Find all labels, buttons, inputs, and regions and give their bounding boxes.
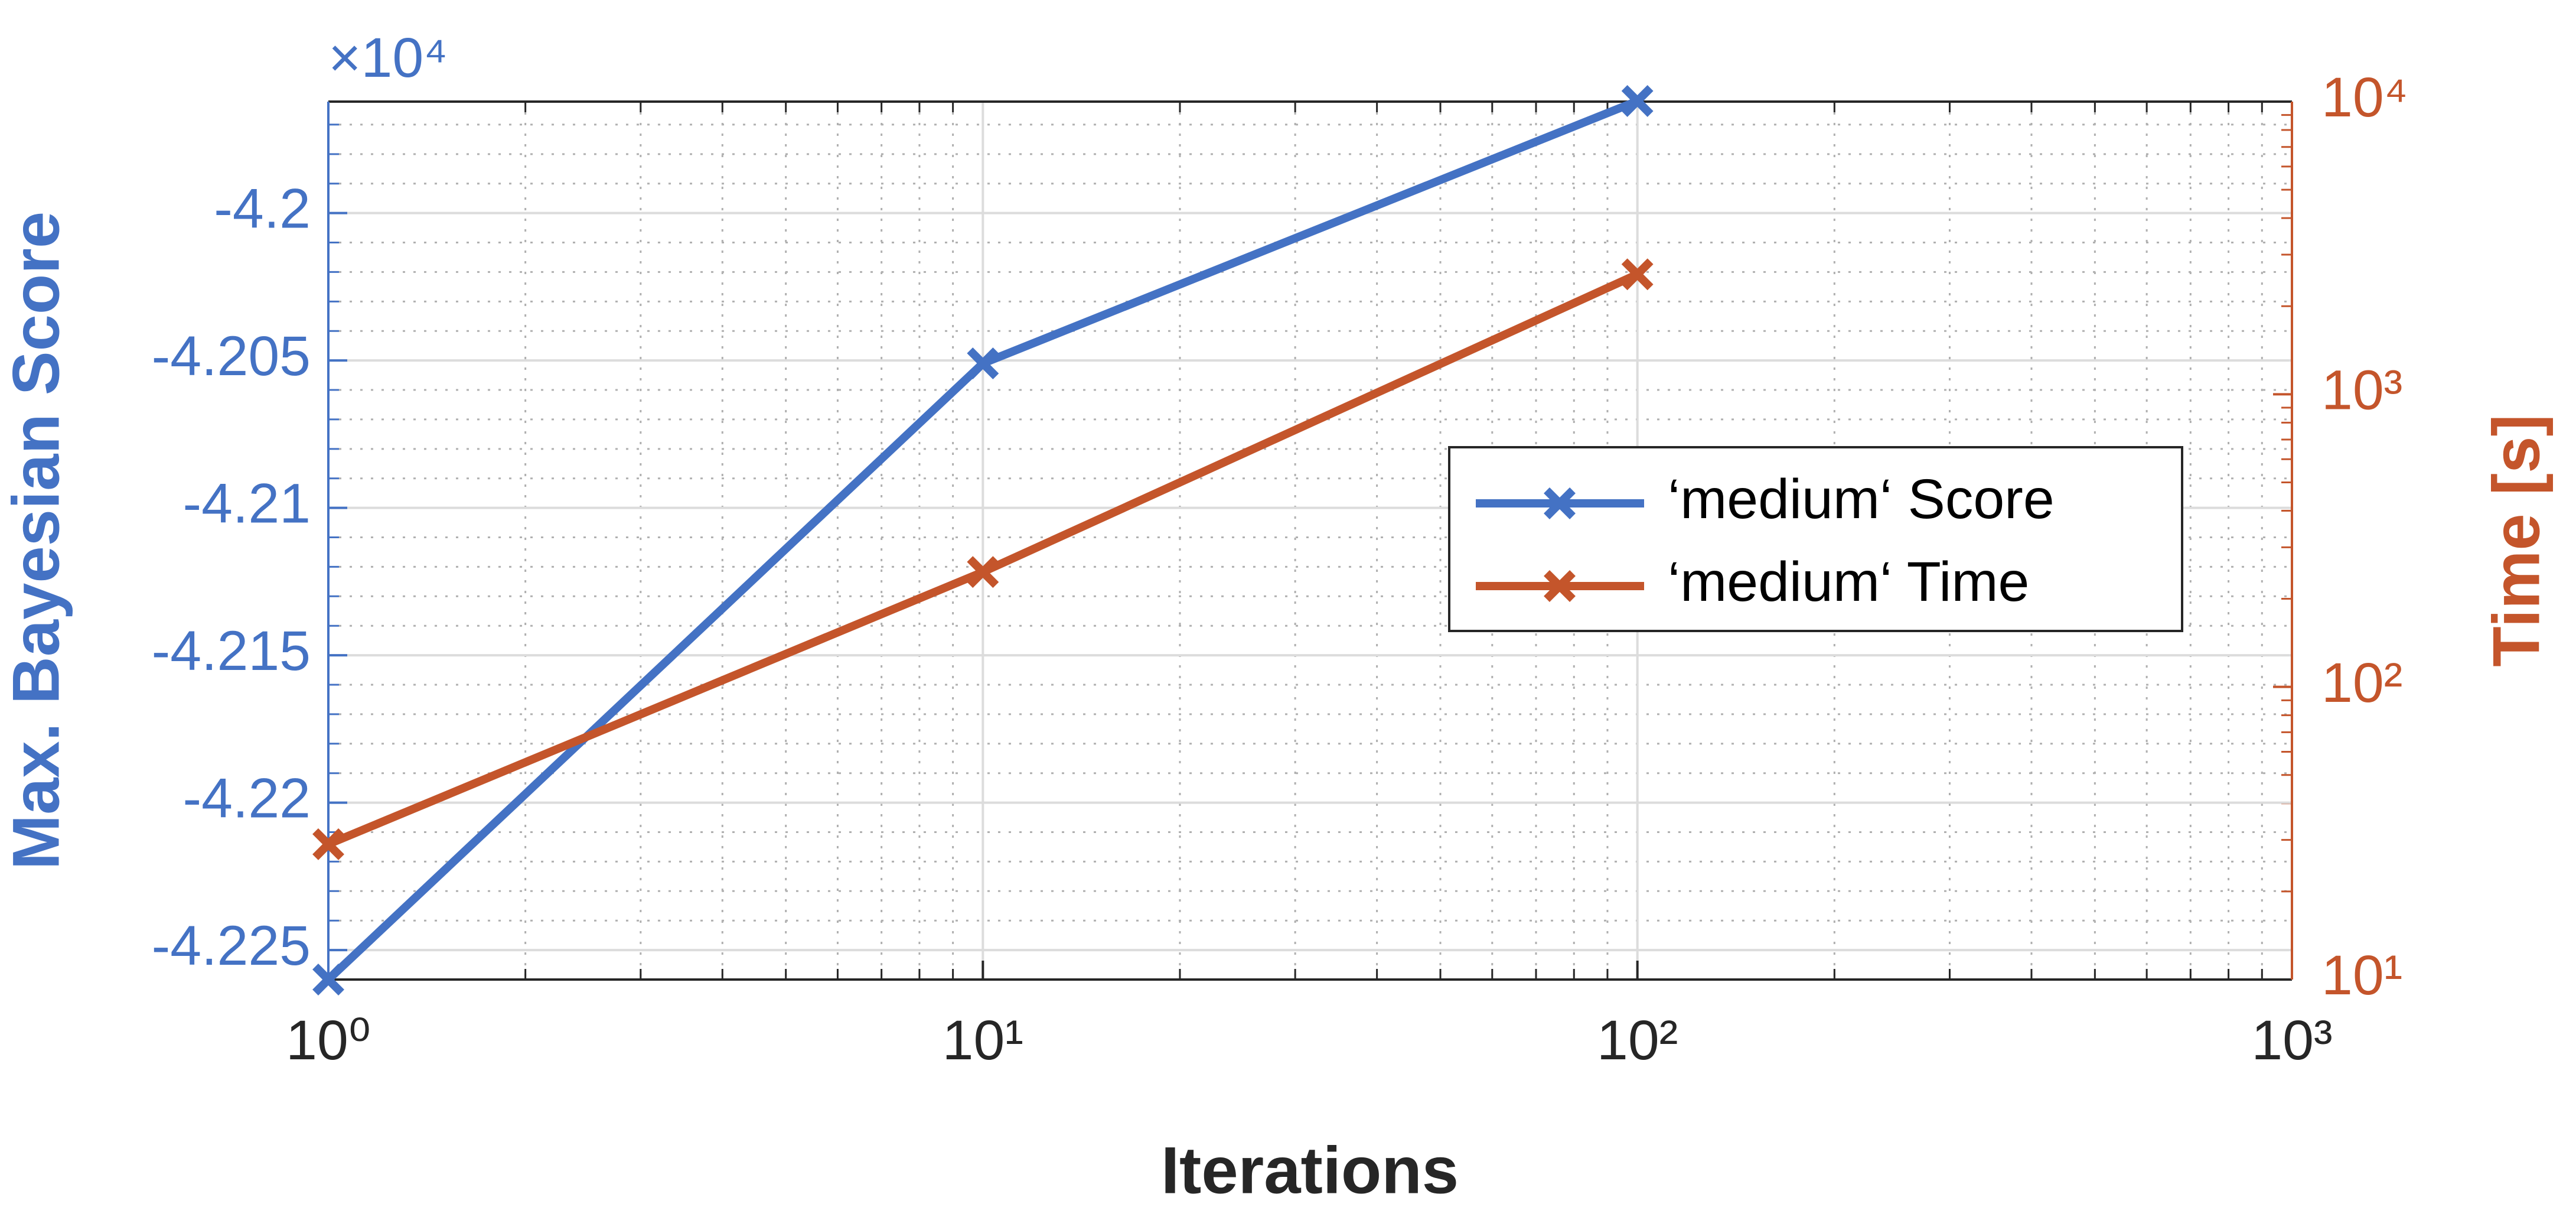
marker <box>967 347 999 380</box>
x-axis-title: Iterations <box>1161 1134 1459 1207</box>
marker <box>1621 85 1654 117</box>
y2-tick-label: 10² <box>2321 652 2402 714</box>
y2-tick-label: 10³ <box>2321 359 2402 421</box>
marker <box>967 556 999 588</box>
legend-marker <box>1544 487 1576 519</box>
y-multiplier: ×10⁴ <box>328 27 448 89</box>
x-tick-label: 10⁰ <box>286 1009 371 1072</box>
legend-marker <box>1544 570 1576 602</box>
legend-label: ‘medium‘ Time <box>1668 551 2029 613</box>
marker <box>312 964 344 995</box>
y-tick-label: -4.2 <box>214 178 311 240</box>
legend-label: ‘medium‘ Score <box>1668 468 2055 531</box>
y2-tick-label: 10⁴ <box>2321 66 2408 129</box>
y-tick-label: -4.225 <box>152 915 311 977</box>
y2-axis-title: Time [s] <box>2480 414 2554 666</box>
y-tick-label: -4.205 <box>152 325 311 388</box>
y-axis-title: Max. Bayesian Score <box>0 212 73 870</box>
x-tick-label: 10¹ <box>943 1009 1023 1072</box>
y2-tick-label: 10¹ <box>2321 944 2402 1007</box>
y-tick-label: -4.22 <box>182 767 311 830</box>
marker <box>312 828 344 860</box>
marker <box>1621 258 1654 291</box>
y-tick-label: -4.21 <box>182 473 311 535</box>
x-tick-label: 10³ <box>2251 1009 2332 1072</box>
x-tick-label: 10² <box>1597 1009 1678 1072</box>
y-tick-label: -4.215 <box>152 620 311 682</box>
